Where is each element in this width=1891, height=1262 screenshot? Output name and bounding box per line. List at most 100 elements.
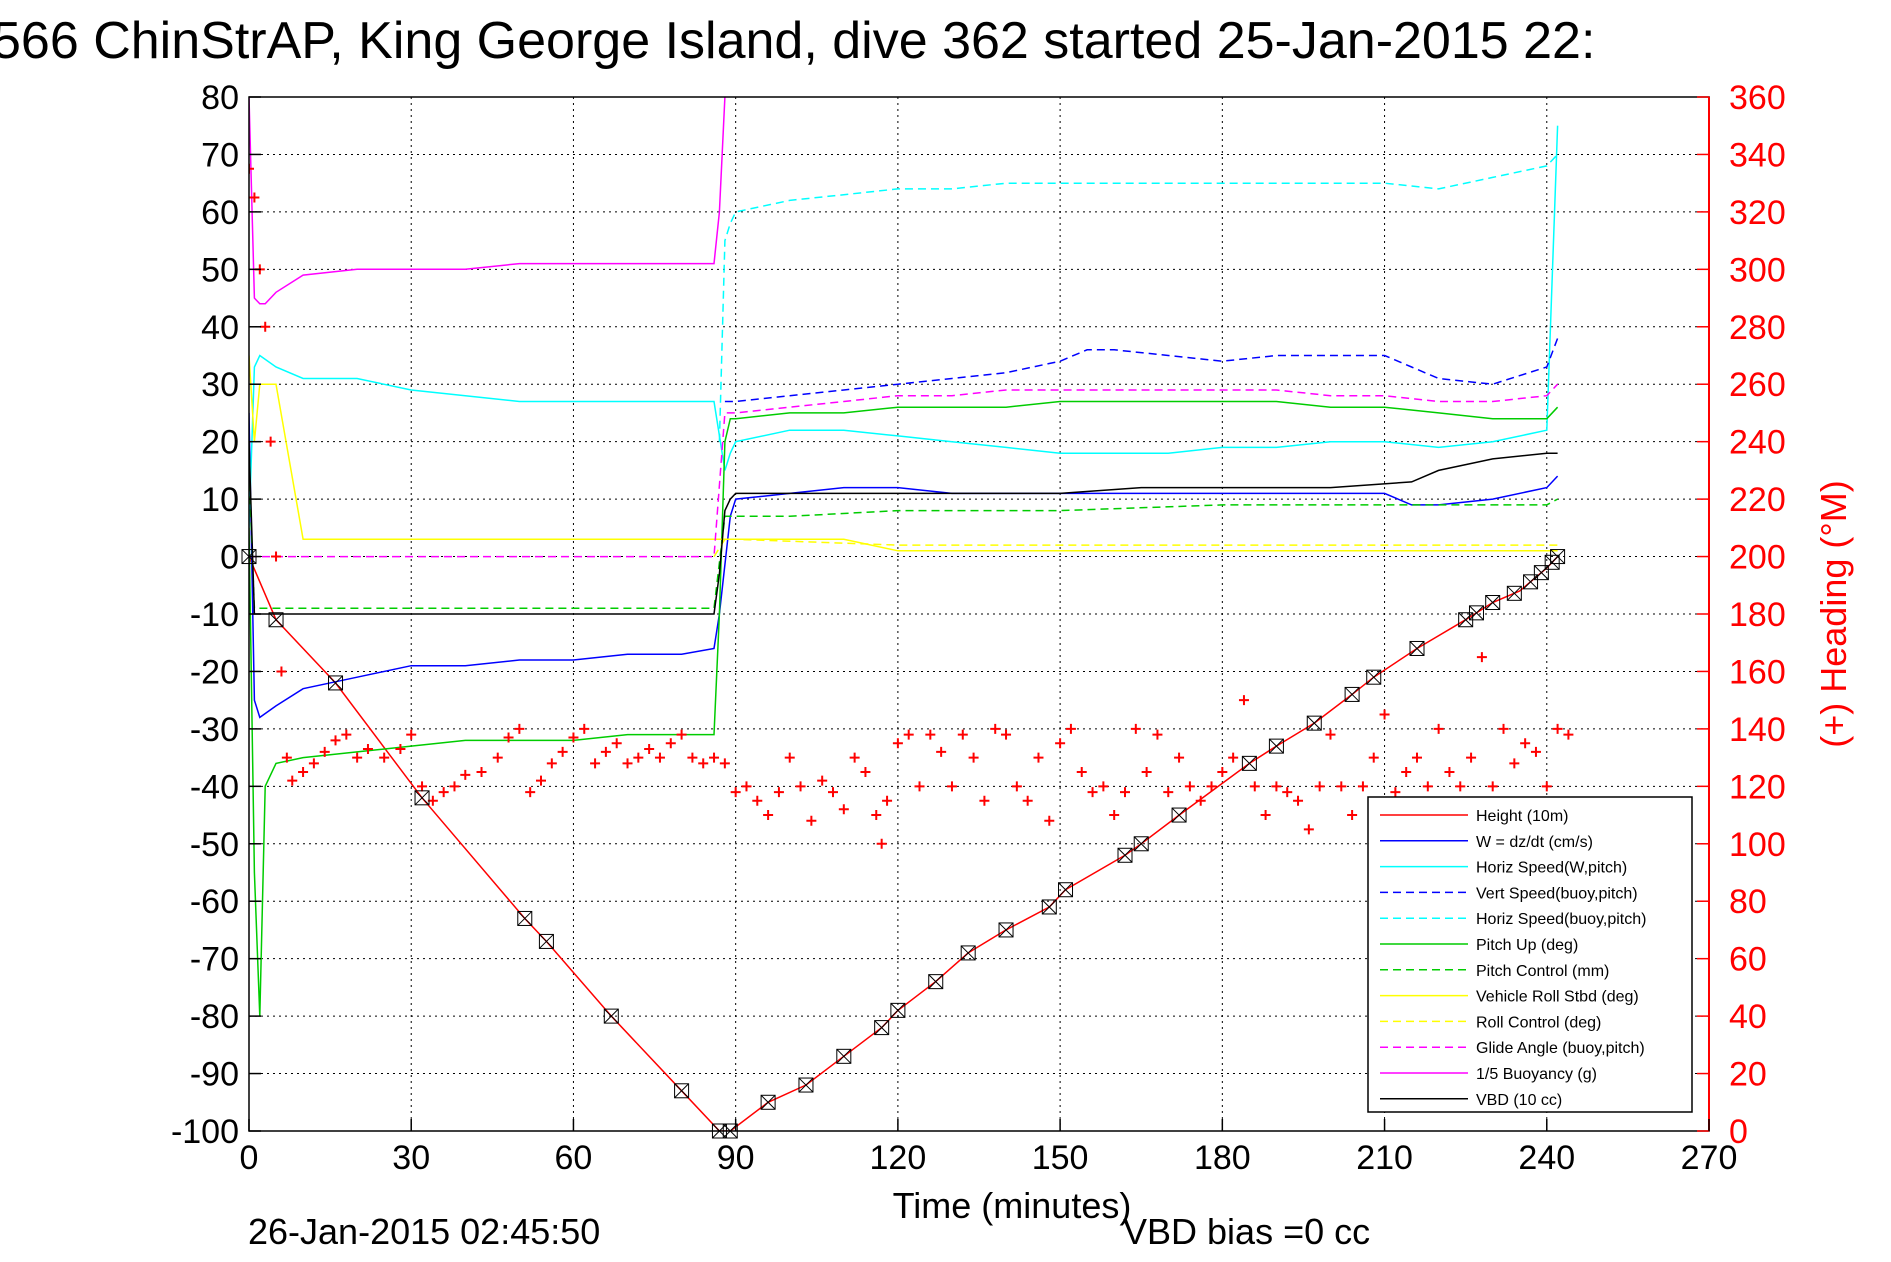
heading-point [1076, 766, 1087, 777]
heading-point [741, 781, 752, 792]
height-marker-cross [1306, 715, 1322, 731]
heading-point [438, 787, 449, 798]
height-marker-cross [517, 911, 533, 926]
heading-point [990, 723, 1001, 734]
heading-point [249, 192, 260, 203]
heading-point [406, 729, 417, 740]
heading-point [979, 795, 990, 806]
height-marker [1366, 669, 1382, 685]
heading-point [1433, 723, 1444, 734]
heading-point [860, 766, 871, 777]
height-marker [1344, 686, 1360, 702]
heading-point [849, 752, 860, 763]
height-marker [928, 974, 944, 990]
height-marker [1268, 738, 1284, 754]
height-marker-cross [874, 1020, 890, 1035]
height-marker-cross [998, 922, 1014, 938]
heading-point [308, 758, 319, 769]
heading-point [265, 436, 276, 447]
heading-point [503, 732, 514, 743]
legend-box [1367, 796, 1693, 1113]
heading-point [1033, 752, 1044, 763]
height-marker [538, 933, 554, 949]
heading-point [1206, 781, 1217, 792]
heading-point [271, 551, 282, 562]
heading-point [968, 752, 979, 763]
heading-point [1044, 815, 1055, 826]
heading-point [876, 838, 887, 849]
series-height-10m [249, 556, 1559, 1131]
left-tick-label: 80 [201, 79, 239, 117]
heading-point [362, 743, 373, 754]
heading-point [763, 810, 774, 821]
left-axis: 80 70 60 50 40 30 20 10 0 -10 -20 -30 -40 -50 -60 -70 -8… [171, 79, 261, 1151]
right-tick-label: 340 [1729, 136, 1786, 174]
heading-point [287, 775, 298, 786]
heading-point [1249, 781, 1260, 792]
heading-point [600, 746, 611, 757]
legend-label-1-5-buoyancy-g: 1/5 Buoyancy (g) [1476, 1066, 1597, 1083]
height-marker [874, 1020, 890, 1036]
left-tick-label: -80 [190, 998, 239, 1036]
height-marker-cross [928, 974, 944, 989]
heading-point [633, 752, 644, 763]
height-marker-cross [1133, 836, 1149, 852]
heading-point [557, 746, 568, 757]
height-marker-cross [1550, 549, 1565, 564]
heading-point [1303, 824, 1314, 835]
heading-point [914, 781, 925, 792]
height-marker [1058, 882, 1074, 898]
heading-point [1390, 787, 1401, 798]
left-tick-label: -20 [190, 653, 239, 691]
heading-point [1195, 795, 1206, 806]
heading-point [395, 743, 406, 754]
height-marker-cross [539, 934, 554, 949]
height-marker-cross [268, 612, 284, 628]
height-marker-cross [603, 1008, 619, 1024]
series-horiz-speed-w-pitch [249, 125, 1559, 528]
heading-point [730, 787, 741, 798]
heading-point [946, 781, 957, 792]
height-markers [241, 549, 1566, 1139]
footer-vbd-bias: VBD bias =0 cc [1123, 1211, 1370, 1252]
x-tick-label: 150 [1032, 1139, 1089, 1177]
legend-label-pitch-up-deg: Pitch Up (deg) [1476, 937, 1578, 954]
height-marker-cross [760, 1094, 776, 1110]
heading-point [1347, 810, 1358, 821]
heading-point [1368, 752, 1379, 763]
height-marker-cross [1485, 595, 1501, 610]
height-marker [328, 675, 344, 691]
heading-point [1271, 781, 1282, 792]
heading-point [1476, 652, 1487, 663]
right-tick-label: 40 [1729, 998, 1767, 1036]
heading-point [579, 723, 590, 734]
series-vehicle-roll-stbd-deg [249, 355, 1558, 552]
heading-point [590, 758, 601, 769]
x-tick-label: 180 [1194, 1139, 1251, 1177]
heading-point [698, 758, 709, 769]
heading-point [1282, 787, 1293, 798]
height-marker-cross [1058, 882, 1073, 898]
heading-point [449, 781, 460, 792]
right-tick-label: 240 [1729, 424, 1786, 462]
heading-point [1174, 752, 1185, 763]
heading-point [1509, 758, 1520, 769]
chart-title: 566 ChinStrAP, King George Island, dive … [0, 12, 1595, 70]
heading-point [492, 752, 503, 763]
height-marker-cross [1117, 847, 1133, 863]
series-layer [249, 97, 1574, 1131]
heading-point [1109, 810, 1120, 821]
heading-point [719, 758, 730, 769]
height-marker [1409, 640, 1425, 656]
x-tick-label: 120 [870, 1139, 927, 1177]
height-marker-cross [890, 1003, 906, 1018]
left-tick-label: 50 [201, 251, 239, 289]
heading-point [341, 729, 352, 740]
heading-point [687, 752, 698, 763]
left-tick-label: 60 [201, 194, 239, 232]
heading-point [1184, 781, 1195, 792]
heading-point [1087, 787, 1098, 798]
height-marker-cross [328, 675, 343, 691]
right-tick-label: 280 [1729, 309, 1786, 347]
